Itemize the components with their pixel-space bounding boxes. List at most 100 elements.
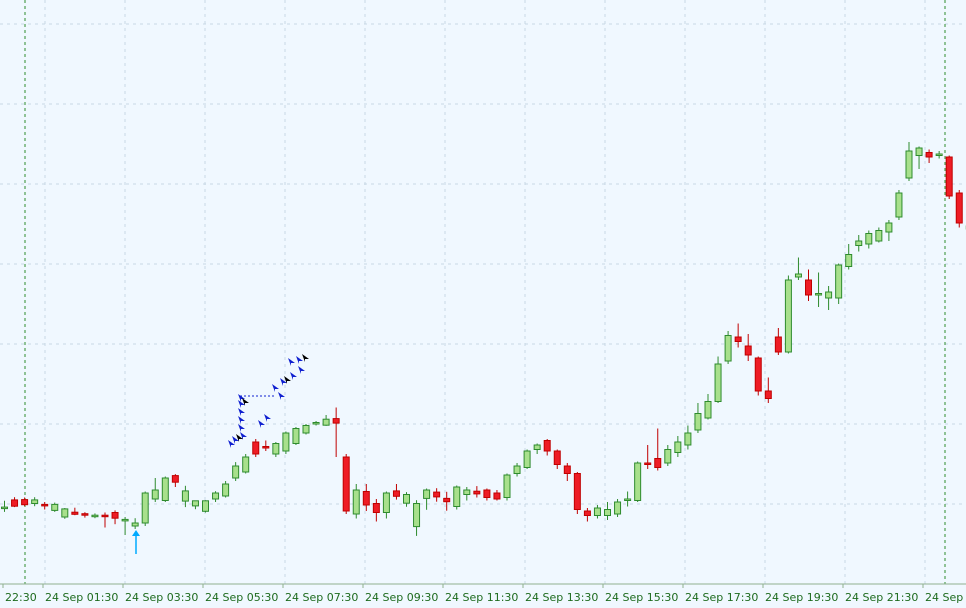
buy-marker <box>272 384 279 392</box>
candle-body <box>192 501 198 506</box>
candle <box>323 415 329 426</box>
candle-body <box>162 478 168 501</box>
candle <box>353 484 359 519</box>
candle <box>363 484 369 511</box>
candle <box>655 429 661 471</box>
candle-body <box>353 490 359 514</box>
candle-body <box>725 336 731 362</box>
trade-markers <box>132 354 309 554</box>
candle <box>434 488 440 502</box>
time-axis-label: 24 Sep 19:30 <box>765 591 838 604</box>
candle-body <box>434 492 440 497</box>
candle-body <box>444 498 450 501</box>
candle-body <box>695 414 701 431</box>
candle <box>373 499 379 522</box>
candle <box>765 378 771 404</box>
candle-body <box>52 504 58 510</box>
candle <box>856 235 862 252</box>
candle <box>534 444 540 455</box>
candle-body <box>574 474 580 510</box>
candle-body <box>584 511 590 516</box>
candle-body <box>635 463 641 501</box>
candle <box>383 492 389 519</box>
candle <box>745 334 751 361</box>
candle-body <box>112 513 118 519</box>
candle-body <box>293 429 299 444</box>
candle <box>313 421 319 426</box>
candle-body <box>534 445 540 450</box>
candle <box>263 441 269 452</box>
candle-body <box>42 504 48 506</box>
candle <box>454 486 460 510</box>
candle <box>544 439 550 456</box>
candle-body <box>142 493 148 523</box>
candle-body <box>735 337 741 342</box>
candle <box>665 445 671 466</box>
candle <box>685 426 691 450</box>
candle <box>293 427 299 445</box>
candle-body <box>223 484 229 496</box>
candle-body <box>524 451 530 468</box>
candle-body <box>213 493 219 499</box>
candle <box>785 276 791 354</box>
candle-body <box>836 265 842 298</box>
candle-body <box>906 151 912 178</box>
candle-body <box>795 274 801 277</box>
candle <box>414 500 420 536</box>
candle-body <box>323 419 329 425</box>
time-axis-label: 24 Sep 2 <box>925 591 966 604</box>
candle-body <box>755 358 761 391</box>
candle-body <box>544 441 550 452</box>
candle <box>695 403 701 433</box>
candle <box>42 502 48 510</box>
buy-marker <box>228 440 235 448</box>
candle-body <box>926 153 932 158</box>
tick-marker-head <box>132 530 140 536</box>
candle <box>112 510 118 524</box>
candle-body <box>775 337 781 352</box>
candle <box>273 442 279 457</box>
candle-body <box>303 426 309 434</box>
candle-body <box>675 442 681 453</box>
candle <box>142 492 148 527</box>
candle-body <box>594 508 600 516</box>
candle-body <box>876 231 882 242</box>
candle-body <box>896 193 902 217</box>
buy-marker <box>288 358 295 366</box>
candle-body <box>414 504 420 527</box>
candle <box>32 497 38 506</box>
candle <box>474 486 480 497</box>
candle <box>172 474 178 487</box>
candle <box>946 156 952 200</box>
candle <box>12 497 18 507</box>
candle-body <box>424 490 430 498</box>
candle <box>906 142 912 181</box>
candle-body <box>182 491 188 501</box>
candle-body <box>494 493 500 499</box>
time-axis-label: 24 Sep 09:30 <box>365 591 438 604</box>
time-axis-label: 24 Sep 17:30 <box>685 591 758 604</box>
candle <box>916 147 922 170</box>
candle <box>584 508 590 522</box>
candle-body <box>816 294 822 296</box>
candle-body <box>404 495 410 504</box>
time-axis-label: 24 Sep 05:30 <box>205 591 278 604</box>
candle-body <box>102 515 108 517</box>
candle-body <box>745 346 751 355</box>
candle <box>243 454 249 474</box>
candle <box>72 508 78 516</box>
candle <box>102 513 108 528</box>
candle <box>152 478 158 502</box>
candle <box>635 462 641 503</box>
candle <box>936 151 942 159</box>
candles <box>2 142 966 536</box>
candle <box>2 501 8 512</box>
candle <box>926 150 932 164</box>
candle <box>162 477 168 503</box>
candle-body <box>484 490 490 498</box>
candle-body <box>22 500 28 505</box>
candle-body <box>474 491 480 494</box>
candle-body <box>564 466 570 474</box>
candle <box>82 512 88 517</box>
